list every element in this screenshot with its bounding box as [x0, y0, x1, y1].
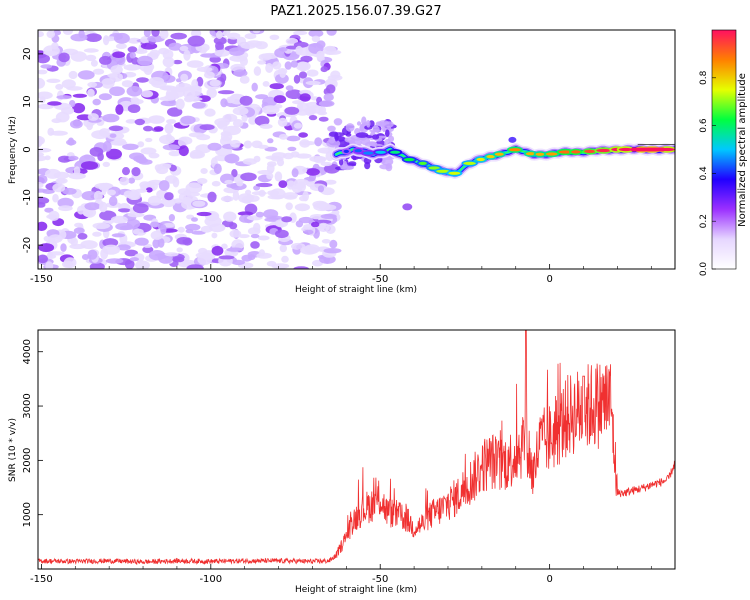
colorbar-tick: 0.4: [699, 166, 716, 181]
spectrogram-x-axis: -150 -100 -50 0: [30, 264, 652, 285]
svg-text:1000: 1000: [22, 502, 33, 527]
signal-track: [330, 136, 675, 211]
colorbar: 0.0 0.2 0.4 0.6 0.8 Normalized spectral ampl…: [699, 29, 748, 276]
snr-frame: [37, 329, 676, 570]
x-tick: 0: [546, 264, 553, 285]
colorbar-tick: 0.0: [699, 262, 716, 277]
svg-text:10: 10: [22, 95, 33, 108]
svg-text:0: 0: [22, 146, 33, 152]
figure-title: PAZ1.2025.156.07.39.G27: [270, 4, 441, 19]
colorbar-tick: 0.6: [699, 118, 716, 133]
svg-text:-10: -10: [22, 189, 33, 205]
x-tick: -100: [199, 564, 222, 585]
svg-text:0: 0: [546, 274, 552, 285]
svg-text:-50: -50: [372, 574, 388, 585]
x-tick: -100: [199, 264, 222, 285]
colorbar-tick: 0.8: [699, 70, 716, 85]
x-tick: -50: [372, 564, 388, 585]
spectrogram-x-label: Height of straight line (km): [295, 285, 417, 295]
y-tick: -20: [22, 237, 43, 253]
svg-text:2000: 2000: [22, 448, 33, 473]
colorbar-label: Normalized spectral amplitude: [737, 73, 748, 227]
spectrogram-y-label: Frequency (Hz): [8, 116, 18, 184]
svg-text:0.8: 0.8: [699, 70, 709, 85]
y-tick: 20: [22, 48, 43, 61]
y-tick: 2000: [22, 448, 43, 473]
svg-text:0.0: 0.0: [699, 262, 709, 277]
x-tick: -150: [30, 564, 53, 585]
colorbar-gradient: [711, 29, 737, 270]
svg-text:-20: -20: [22, 237, 33, 253]
x-tick: 0: [546, 564, 553, 585]
y-tick: 3000: [22, 393, 43, 419]
snr-y-axis: 1000 2000 3000 4000: [22, 339, 43, 527]
snr-x-axis: -150 -100 -50 0: [30, 564, 652, 585]
snr-panel: -150 -100 -50 0 1000 2000 3000 4000 Height of …: [8, 329, 676, 595]
colorbar-ticks: 0.0 0.2 0.4 0.6 0.8: [699, 70, 716, 276]
svg-text:-150: -150: [30, 574, 53, 585]
svg-text:20: 20: [22, 48, 33, 61]
x-tick: -150: [30, 264, 53, 285]
snr-y-label: SNR (10 * v/v): [8, 418, 18, 482]
svg-text:-150: -150: [30, 274, 53, 285]
snr-x-label: Height of straight line (km): [295, 585, 417, 595]
y-tick: 0: [22, 146, 43, 153]
y-tick: 1000: [22, 502, 43, 527]
spectrogram-y-axis: -20 -10 0 10 20: [22, 48, 43, 253]
svg-text:4000: 4000: [22, 339, 33, 364]
snr-series-line: [38, 330, 675, 566]
svg-text:0.6: 0.6: [699, 118, 709, 133]
svg-text:0.4: 0.4: [699, 166, 709, 181]
x-tick: -50: [372, 264, 388, 285]
svg-text:0: 0: [546, 574, 552, 585]
svg-text:3000: 3000: [22, 393, 33, 418]
y-tick: 10: [22, 95, 43, 108]
y-tick: 4000: [22, 339, 43, 364]
svg-text:-50: -50: [372, 274, 388, 285]
colorbar-tick: 0.2: [699, 214, 716, 228]
y-tick: -10: [22, 189, 43, 205]
svg-text:-100: -100: [199, 274, 222, 285]
svg-text:-100: -100: [199, 574, 222, 585]
svg-text:0.2: 0.2: [699, 214, 709, 228]
spectrogram-heatmap: [38, 30, 675, 269]
